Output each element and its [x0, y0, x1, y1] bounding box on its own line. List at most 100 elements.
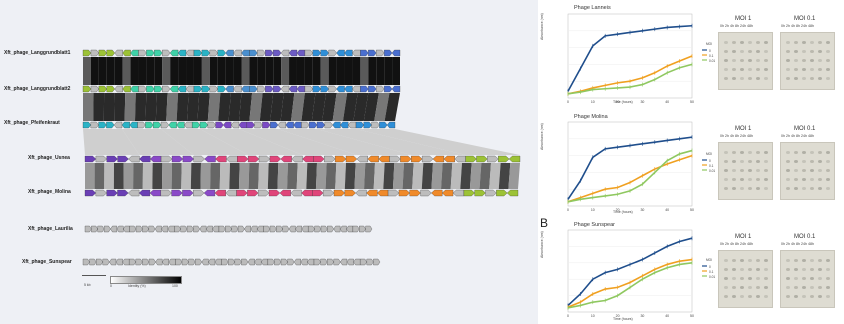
- gene-arrow: [201, 85, 210, 93]
- gene-arrow: [199, 121, 208, 129]
- similarity-ribbon: [133, 163, 143, 189]
- gene-arrow: [454, 155, 466, 163]
- ylabel-2: Absorbance (nm): [540, 123, 544, 150]
- plaque-spot: [826, 277, 830, 280]
- plaque-spot: [764, 50, 768, 53]
- gene-arrow: [383, 85, 393, 93]
- similarity-ribbon: [317, 129, 466, 155]
- gene-arrow: [368, 49, 377, 57]
- plaque-spot: [756, 59, 760, 62]
- similarity-ribbon: [281, 57, 290, 85]
- similarity-ribbon: [171, 163, 182, 189]
- plaque-spot: [732, 68, 736, 71]
- gene-arrow: [114, 121, 123, 129]
- gene-arrow: [254, 258, 262, 266]
- gene-arrow: [302, 155, 314, 163]
- similarity-ribbon: [460, 163, 472, 189]
- similarity-ribbon: [368, 57, 377, 85]
- gene-arrow: [247, 258, 255, 266]
- plaque-spot: [826, 268, 830, 271]
- gene-arrow: [130, 49, 139, 57]
- plaque-spot: [748, 259, 752, 262]
- plaque-spot: [748, 286, 752, 289]
- plate-head-2-right: MOI 0.1: [794, 126, 816, 132]
- plaque-spot: [786, 295, 790, 298]
- plate-sub-2-right: 0h 2h 4h 8h 24h 48h: [781, 134, 814, 138]
- gene-arrow: [218, 225, 226, 233]
- gene-arrow: [304, 49, 314, 57]
- plaque-spot: [724, 59, 728, 62]
- plaque-spot: [794, 169, 798, 172]
- x-tick-label: 0: [567, 100, 569, 104]
- similarity-ribbon: [376, 57, 385, 85]
- plaque-spot: [756, 187, 760, 190]
- gene-arrow: [193, 155, 205, 163]
- gene-arrow: [199, 225, 207, 233]
- plaque-spot: [794, 277, 798, 280]
- plate-head-1-left: MOI 1: [735, 16, 752, 22]
- gene-arrow: [204, 155, 216, 163]
- plot-title-1: Phage Lanneis: [574, 5, 611, 11]
- gene-arrow: [91, 225, 98, 233]
- gene-arrow: [290, 189, 302, 197]
- plaque-spot: [764, 295, 768, 298]
- plaque-spot: [794, 77, 798, 80]
- x-tick-label: 0: [567, 208, 569, 212]
- plaque-spot: [786, 277, 790, 280]
- plate-head-3-left: MOI 1: [735, 234, 752, 240]
- x-tick-label: 40: [665, 100, 669, 104]
- plate-image-2-right: [780, 142, 835, 200]
- gene-arrow: [214, 258, 222, 266]
- gene-arrow: [257, 225, 264, 233]
- gene-arrow: [274, 258, 282, 266]
- gene-arrow: [387, 189, 400, 197]
- gene-arrow: [265, 85, 274, 93]
- gene-arrow: [360, 85, 369, 93]
- gene-arrow: [246, 121, 255, 129]
- plaque-spot: [802, 277, 806, 280]
- gene-arrow: [355, 189, 367, 197]
- gene-arrow: [231, 225, 239, 233]
- similarity-ribbon: [291, 93, 305, 121]
- plaque-spot: [794, 259, 798, 262]
- plaque-spot: [810, 178, 814, 181]
- similarity-ribbon: [322, 93, 337, 121]
- plaque-spot: [740, 259, 744, 262]
- gene-arrow: [409, 189, 421, 197]
- similarity-ribbon: [217, 57, 226, 85]
- similarity-ribbon: [161, 129, 249, 155]
- plaque-spot: [794, 178, 798, 181]
- gene-arrow: [313, 155, 325, 163]
- plaque-spot: [740, 268, 744, 271]
- plaque-spot: [810, 59, 814, 62]
- plaque-spot: [786, 169, 790, 172]
- gene-arrow: [360, 258, 367, 266]
- gene-arrow: [269, 155, 281, 163]
- gene-arrow: [241, 258, 249, 266]
- gene-arrow: [257, 49, 266, 57]
- plaque-spot: [740, 295, 744, 298]
- similarity-ribbon: [113, 163, 124, 189]
- gene-arrow: [277, 121, 286, 129]
- plaque-spot: [724, 77, 728, 80]
- gene-arrow: [177, 85, 187, 93]
- gene-arrow: [249, 85, 258, 93]
- plaque-spot: [794, 268, 798, 271]
- gene-arrow: [207, 121, 216, 129]
- similarity-ribbon: [93, 93, 105, 121]
- similarity-ribbon: [219, 163, 230, 189]
- legend-item-1-2: 0.01: [709, 59, 716, 63]
- gene-arrow: [322, 189, 335, 197]
- gene-arrow: [184, 121, 193, 129]
- plaque-spot: [748, 77, 752, 80]
- gene-arrow: [339, 225, 347, 233]
- gene-arrow: [280, 258, 288, 266]
- similarity-ribbon: [374, 93, 390, 121]
- gene-arrow: [316, 121, 325, 129]
- gene-arrow: [273, 85, 282, 93]
- plaque-spot: [756, 259, 760, 262]
- similarity-ribbon: [421, 163, 433, 189]
- scale-bar-label: 5 kb: [84, 283, 91, 287]
- gene-arrow: [320, 49, 329, 57]
- plaque-spot: [740, 169, 744, 172]
